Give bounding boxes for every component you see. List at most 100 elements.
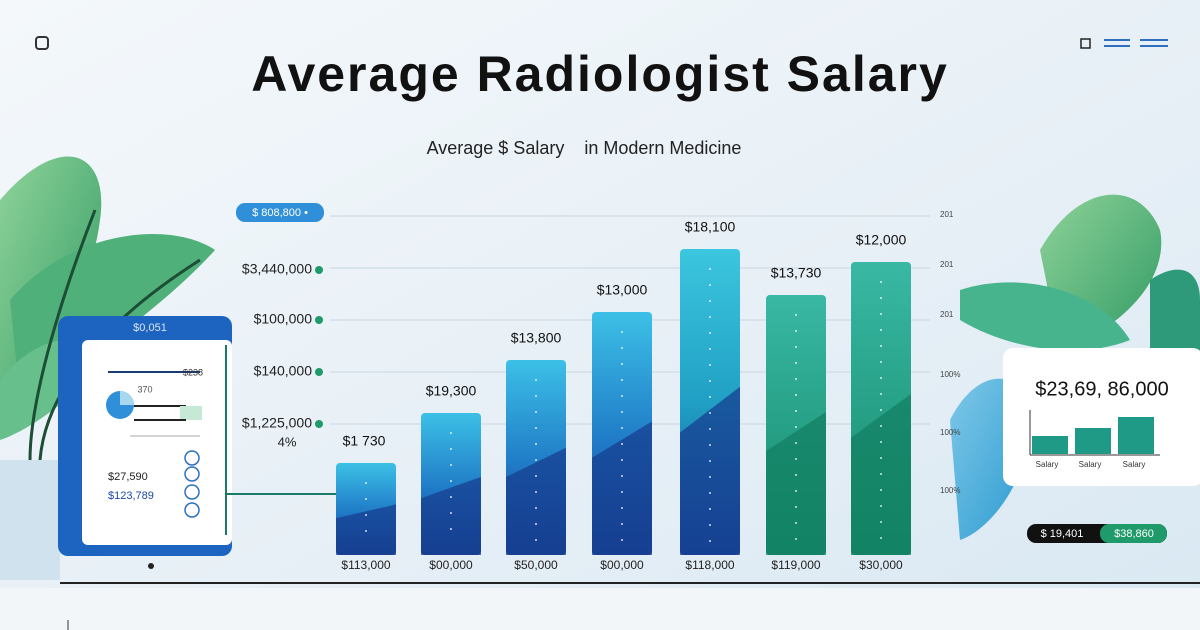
top-right-controls bbox=[1080, 38, 1168, 49]
y-label: $1,225,000 bbox=[242, 415, 312, 431]
bar-dot bbox=[450, 528, 452, 530]
bar-dot bbox=[621, 363, 623, 365]
bar-dot bbox=[535, 523, 537, 525]
bar-top-label: $18,100 bbox=[685, 219, 736, 235]
bar-dot bbox=[795, 538, 797, 540]
bar-dot bbox=[795, 346, 797, 348]
bar-top-label: $12,000 bbox=[856, 232, 907, 248]
card-amount: $23,69, 86,000 bbox=[1035, 378, 1168, 400]
percent-label: 4% bbox=[278, 434, 297, 449]
pill-text: $ 19,401 bbox=[1041, 528, 1084, 540]
bar-dot bbox=[880, 441, 882, 443]
bar-wave bbox=[421, 476, 481, 555]
bar-bottom-label: $00,000 bbox=[429, 558, 473, 572]
bar-wave bbox=[506, 447, 566, 555]
bar-dot bbox=[621, 379, 623, 381]
bar-wave bbox=[766, 412, 826, 555]
bar-dot bbox=[535, 379, 537, 381]
bar-top-label: $13,000 bbox=[597, 282, 648, 298]
right-label: 100% bbox=[940, 486, 960, 495]
y-label-dot bbox=[315, 420, 323, 428]
bar-dot bbox=[880, 521, 882, 523]
bar-top-label: $13,730 bbox=[771, 265, 822, 281]
bar-dot bbox=[880, 297, 882, 299]
bar-dot bbox=[709, 364, 711, 366]
title: Average Radiologist Salary bbox=[251, 46, 949, 102]
bar-dot bbox=[795, 314, 797, 316]
bar-dot bbox=[880, 537, 882, 539]
bar-dot bbox=[880, 281, 882, 283]
bar-dot bbox=[795, 362, 797, 364]
right-card bbox=[1003, 348, 1200, 486]
right-label: 100% bbox=[940, 370, 960, 379]
bar-dot bbox=[450, 512, 452, 514]
bar-dot bbox=[880, 489, 882, 491]
subtitle: Average $ Salary in Modern Medicine bbox=[427, 138, 742, 158]
bar-dot bbox=[621, 475, 623, 477]
bar-dot bbox=[880, 457, 882, 459]
bar-dot bbox=[365, 514, 367, 516]
bar-dot bbox=[709, 348, 711, 350]
bar-dot bbox=[450, 496, 452, 498]
bar-dot bbox=[450, 480, 452, 482]
bar-top-label: $1 730 bbox=[343, 433, 386, 449]
bar-dot bbox=[880, 473, 882, 475]
bar-dot bbox=[709, 268, 711, 270]
bar-dot bbox=[795, 442, 797, 444]
bar-dot bbox=[709, 524, 711, 526]
bar-dot bbox=[621, 347, 623, 349]
bar-top-label: $19,300 bbox=[426, 383, 477, 399]
bar-dot bbox=[709, 396, 711, 398]
bar-dot bbox=[880, 313, 882, 315]
bar-dot bbox=[535, 507, 537, 509]
card-line: $27,590 bbox=[108, 471, 148, 483]
bar-wave bbox=[336, 504, 396, 555]
bar-dot bbox=[621, 523, 623, 525]
left-card bbox=[58, 316, 336, 556]
bar-dot bbox=[621, 459, 623, 461]
y-label-dot bbox=[315, 266, 323, 274]
bar-dot bbox=[535, 443, 537, 445]
bar-dot bbox=[795, 458, 797, 460]
bar-dot bbox=[621, 395, 623, 397]
bar-bottom-label: $113,000 bbox=[341, 558, 390, 572]
bar-dot bbox=[621, 411, 623, 413]
right-label: 201 bbox=[940, 260, 954, 269]
card-axis-label: Salary bbox=[1036, 460, 1059, 469]
bar-dot bbox=[621, 427, 623, 429]
bar-dot bbox=[880, 377, 882, 379]
bar-dot bbox=[535, 395, 537, 397]
bar-dot bbox=[535, 411, 537, 413]
y-label: $3,440,000 bbox=[242, 261, 312, 277]
bar-dot bbox=[450, 432, 452, 434]
bar-dot bbox=[365, 498, 367, 500]
bar-bottom-label: $30,000 bbox=[859, 558, 903, 572]
bar-dot bbox=[535, 459, 537, 461]
dot bbox=[148, 563, 154, 569]
bar-dot bbox=[365, 530, 367, 532]
bar-dot bbox=[880, 361, 882, 363]
right-plant bbox=[950, 194, 1200, 540]
y-label: $140,000 bbox=[254, 363, 313, 379]
bar-dot bbox=[795, 330, 797, 332]
bar-dot bbox=[880, 425, 882, 427]
bar-dot bbox=[621, 507, 623, 509]
bar-bottom-label: $00,000 bbox=[600, 558, 644, 572]
bar-top-label: $13,800 bbox=[511, 330, 562, 346]
pill-text: $38,860 bbox=[1114, 528, 1154, 540]
bar-dot bbox=[880, 393, 882, 395]
bar-dot bbox=[535, 491, 537, 493]
card-axis-label: Salary bbox=[1079, 460, 1102, 469]
card-axis-label: Salary bbox=[1123, 460, 1146, 469]
bar-dot bbox=[450, 448, 452, 450]
bar-dot bbox=[621, 443, 623, 445]
bar-dot bbox=[709, 428, 711, 430]
bar-dot bbox=[621, 539, 623, 541]
bar-dot bbox=[709, 332, 711, 334]
bar-dot bbox=[795, 522, 797, 524]
baseline bbox=[60, 582, 1200, 584]
bar-dot bbox=[450, 464, 452, 466]
bar-dot bbox=[535, 427, 537, 429]
bar-dot bbox=[709, 380, 711, 382]
